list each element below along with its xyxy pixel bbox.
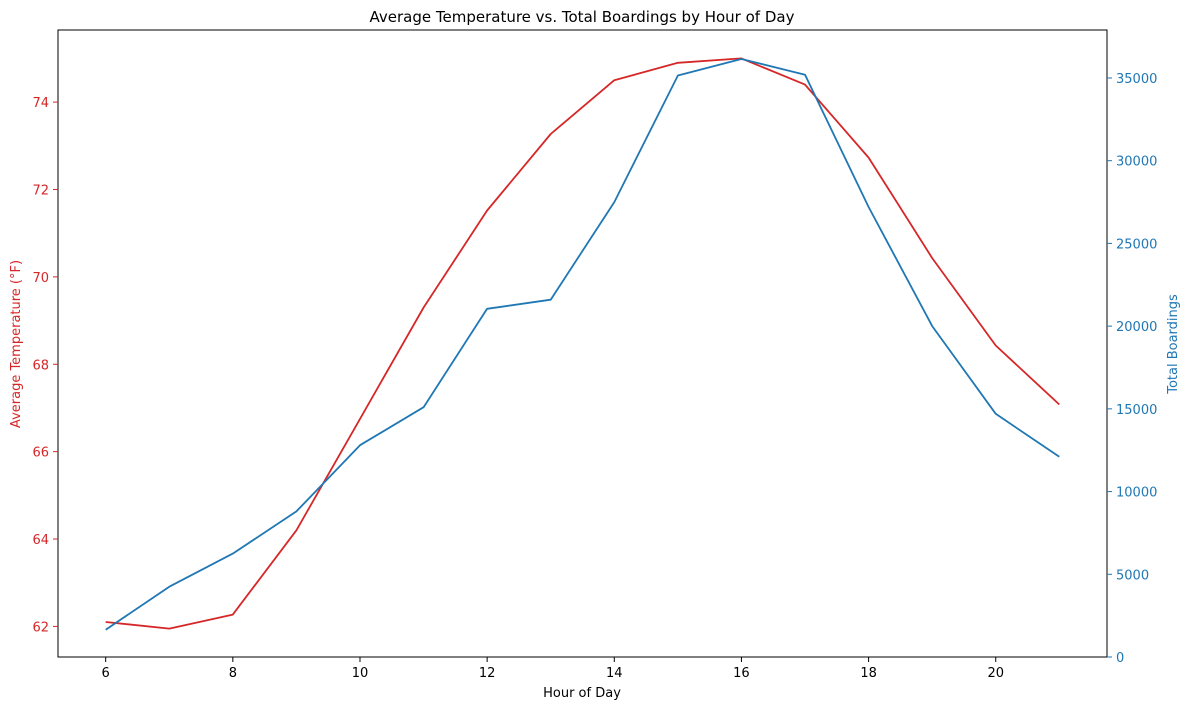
y-right-tick-label: 35000: [1116, 72, 1157, 87]
y-left-tick-label: 70: [32, 271, 49, 286]
y-left-tick-label: 74: [32, 96, 49, 111]
y-right-tick-label: 0: [1116, 651, 1124, 666]
x-tick-label: 12: [479, 666, 496, 681]
x-tick-label: 20: [987, 666, 1004, 681]
y-left-tick-label: 62: [32, 620, 49, 635]
y-left-tick-label: 68: [32, 358, 49, 373]
y-right-tick-label: 20000: [1116, 320, 1157, 335]
x-tick-label: 6: [102, 666, 110, 681]
chart-title: Average Temperature vs. Total Boardings …: [370, 8, 795, 26]
plot-area: 6 8 10 12 14 16 18 2062646668707274050001000015…: [32, 29, 1157, 681]
y-right-tick-label: 10000: [1116, 486, 1157, 501]
y-left-tick-label: 72: [32, 183, 49, 198]
y-left-axis-label: Average Temperature (°F): [9, 260, 24, 428]
y-right-tick-label: 15000: [1116, 403, 1157, 418]
y-left-tick-label: 66: [32, 446, 49, 461]
x-tick-label: 18: [860, 666, 877, 681]
y-left-tick-label: 64: [32, 533, 49, 548]
x-tick-label: 8: [229, 666, 237, 681]
x-tick-label: 14: [606, 666, 623, 681]
x-tick-label: 16: [733, 666, 750, 681]
y-right-tick-label: 5000: [1116, 568, 1149, 583]
series-line-boardings: [105, 58, 1060, 631]
x-tick-label: 10: [352, 666, 369, 681]
y-right-tick-label: 25000: [1116, 237, 1157, 252]
y-right-axis-label: Total Boardings: [1166, 294, 1181, 395]
x-axis-label: Hour of Day: [543, 686, 621, 701]
y-right-tick-label: 30000: [1116, 155, 1157, 170]
plot-frame: [57, 29, 1108, 658]
series-line-temperature: [105, 57, 1060, 630]
